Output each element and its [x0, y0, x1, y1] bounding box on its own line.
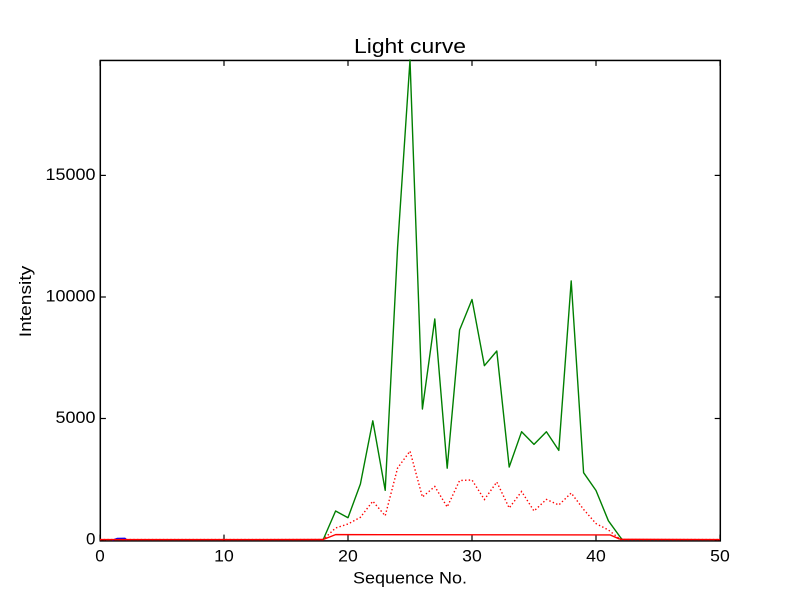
svg-text:5000: 5000 [56, 408, 96, 427]
svg-text:30: 30 [462, 546, 482, 565]
svg-text:10: 10 [214, 546, 234, 565]
svg-text:0: 0 [86, 530, 95, 549]
svg-text:10000: 10000 [46, 287, 96, 306]
svg-text:Sequence No.: Sequence No. [353, 569, 467, 588]
svg-text:Intensity: Intensity [16, 265, 35, 337]
svg-text:0: 0 [95, 546, 104, 565]
svg-text:Light curve: Light curve [354, 35, 466, 58]
svg-text:15000: 15000 [46, 165, 96, 184]
svg-text:20: 20 [338, 546, 358, 565]
svg-text:50: 50 [710, 546, 730, 565]
svg-text:40: 40 [586, 546, 606, 565]
